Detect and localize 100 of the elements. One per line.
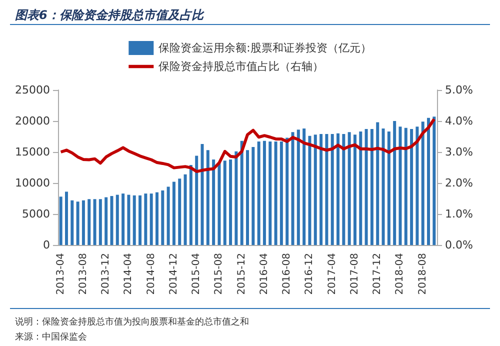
x-tick-label: 2017-04 (326, 253, 338, 295)
x-tick-label: 2015-08 (214, 253, 225, 295)
x-tick-label: 2018-04 (394, 253, 406, 295)
bar (302, 128, 306, 245)
bar (122, 194, 125, 245)
bar (336, 133, 340, 245)
y2-tick-label: 2.0% (445, 176, 473, 190)
bar (98, 199, 102, 245)
x-tick-label: 2015-04 (191, 253, 202, 295)
bar (70, 200, 74, 245)
bar (291, 132, 294, 245)
bar (212, 159, 216, 245)
bar (88, 199, 91, 245)
x-tick-label: 2014-08 (146, 253, 157, 295)
bar (280, 141, 283, 245)
bar (370, 129, 374, 245)
bar (223, 160, 226, 245)
bar (257, 141, 260, 245)
x-tick-label: 2016-12 (304, 253, 316, 295)
y-tick-label: 0 (43, 238, 50, 252)
y-tick-label: 15000 (15, 146, 50, 158)
x-tick-label: 2014-12 (168, 253, 180, 295)
bar (166, 186, 170, 245)
bar (416, 126, 419, 245)
x-tick-label: 2016-04 (258, 253, 270, 295)
text: 说明：保险资金持股总市值为投向股票和基金的总市值之和 (15, 316, 249, 328)
bar (421, 122, 424, 245)
bar (155, 192, 158, 245)
bar (410, 129, 414, 245)
x-tick-label: 2016-08 (282, 253, 293, 295)
bar (189, 165, 192, 245)
bar (286, 138, 289, 245)
x-tick-label: 2013-12 (100, 253, 112, 295)
bar (325, 134, 328, 245)
bar (252, 147, 255, 245)
x-tick-label: 2014-04 (123, 253, 134, 295)
bar (398, 126, 402, 245)
bar (184, 174, 187, 245)
bar (393, 121, 396, 245)
bar (268, 141, 272, 245)
bar (364, 129, 368, 245)
bar (296, 130, 300, 245)
bar (240, 140, 244, 245)
bar (308, 136, 312, 245)
bar (150, 194, 153, 245)
bar (195, 156, 198, 245)
bar (76, 202, 80, 245)
y-tick-label: 20000 (15, 114, 50, 128)
bar (93, 199, 96, 245)
x-tick-label: 2013-08 (78, 253, 89, 295)
bar (127, 194, 130, 245)
y2-tick-label: 0.0% (445, 238, 473, 252)
bar (59, 196, 62, 245)
y2-tick-label: 4.0% (445, 114, 473, 128)
bar (382, 128, 385, 245)
bar (376, 122, 380, 245)
source-note: 来源：中国保监会 (15, 332, 87, 342)
bar (348, 132, 351, 245)
bar (218, 163, 221, 245)
legend-label: 保险资金运用余额:股票和证券投资（亿元） (158, 42, 372, 54)
bar (432, 116, 436, 245)
bar (427, 118, 430, 245)
x-tick-label: 2017-08 (349, 253, 360, 295)
legend-label: 保险资金持股总市值占比（右轴） (158, 60, 324, 73)
bar (82, 200, 85, 245)
bar (144, 194, 148, 245)
bar (138, 195, 142, 245)
x-tick-label: 2015-12 (236, 253, 248, 295)
bar (387, 132, 390, 245)
bar (342, 134, 346, 245)
y2-tick-label: 1.0% (445, 208, 473, 220)
bar (178, 178, 182, 245)
bar (110, 196, 114, 245)
bar (172, 182, 176, 245)
y-tick-label: 25000 (15, 84, 50, 96)
bar (274, 141, 278, 245)
bar (64, 192, 68, 245)
bar (314, 134, 317, 245)
bar (104, 197, 108, 245)
x-tick-label: 2017-12 (372, 253, 384, 295)
bar (246, 150, 249, 245)
bar (132, 195, 136, 245)
bar (404, 128, 408, 245)
bar (206, 150, 210, 245)
bar (234, 151, 238, 245)
bar (330, 134, 334, 245)
x-tick-label: 2013-04 (55, 253, 66, 295)
bar (116, 194, 119, 245)
bar (353, 134, 356, 245)
bar (262, 140, 266, 245)
line-series (59, 118, 436, 174)
y-tick-label: 5000 (22, 208, 50, 220)
bar (200, 144, 204, 245)
y2-tick-label: 5.0% (445, 84, 473, 96)
y-tick-label: 10000 (15, 176, 50, 190)
bar (161, 190, 164, 245)
bar (320, 134, 323, 245)
bar (229, 159, 232, 245)
chart-title: 图表6：保险资金持股总市值及占比 (15, 8, 204, 22)
x-tick-label: 2018-08 (417, 253, 428, 295)
